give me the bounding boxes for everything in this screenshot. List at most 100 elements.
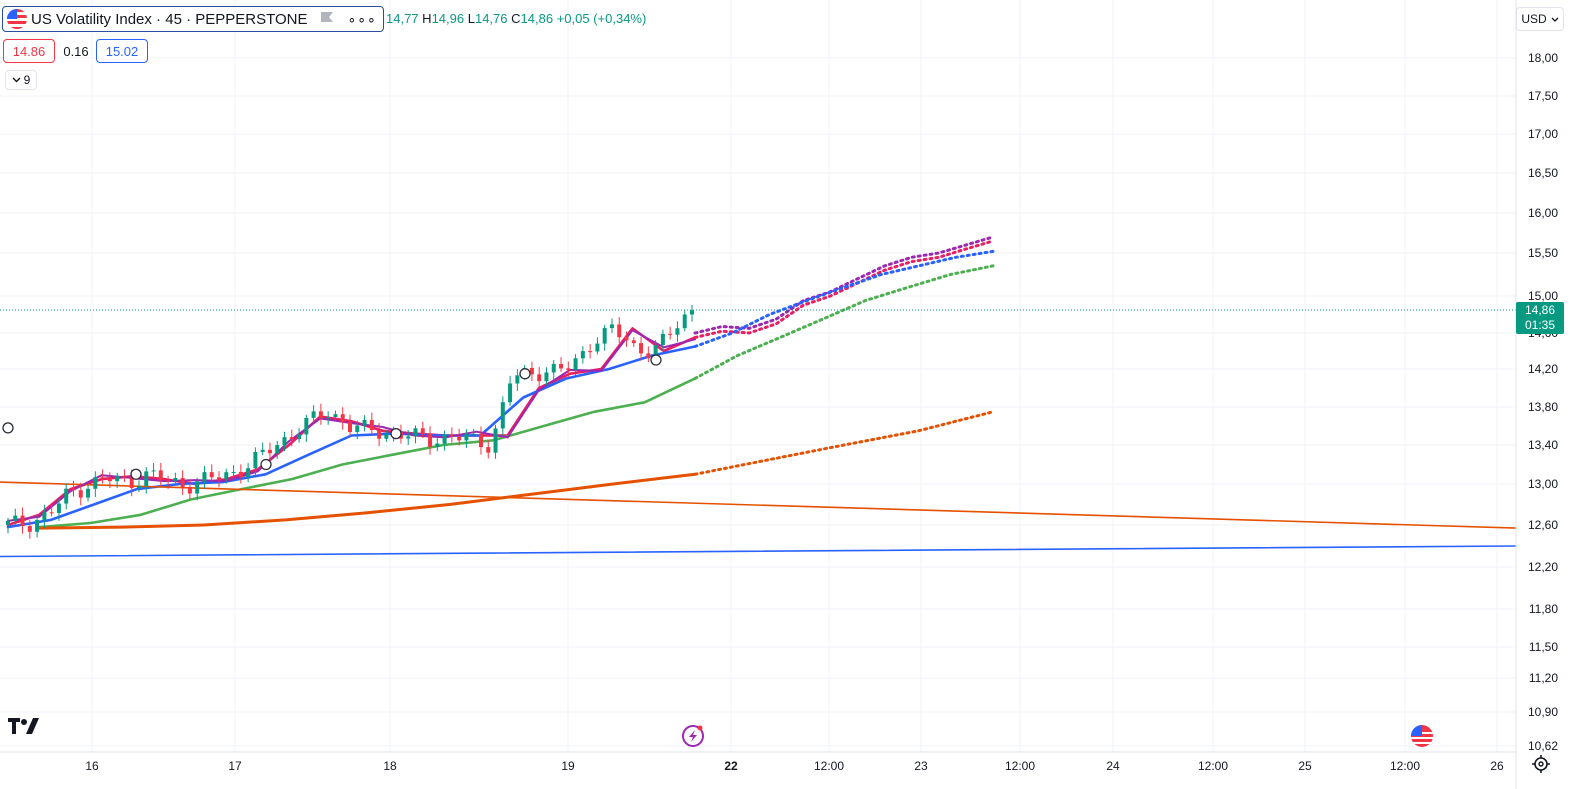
candle-body bbox=[217, 477, 222, 480]
last-price-label: 14,86 01:35 bbox=[1516, 302, 1564, 334]
high-value: 14,96 bbox=[431, 11, 465, 26]
candle-body bbox=[442, 434, 447, 444]
candle-body bbox=[646, 353, 651, 359]
candle-body bbox=[486, 447, 491, 453]
candle-body bbox=[166, 480, 171, 482]
currency-button[interactable]: USD bbox=[1516, 7, 1564, 31]
candle-body bbox=[27, 526, 32, 532]
y-tick-label: 12,60 bbox=[1528, 518, 1558, 532]
candle-body bbox=[187, 486, 192, 494]
y-tick-label: 17,00 bbox=[1528, 127, 1558, 141]
candle-body bbox=[435, 443, 440, 447]
x-tick-label: 18 bbox=[383, 759, 397, 773]
candle-body bbox=[668, 333, 673, 335]
projection-line-ema-fast-alt bbox=[693, 235, 995, 335]
settings-gear-icon[interactable] bbox=[1532, 755, 1550, 773]
candle-body bbox=[573, 358, 578, 371]
symbol-title[interactable]: US Volatility Index · 45 · PEPPERSTONE bbox=[31, 10, 308, 28]
candle-body bbox=[180, 477, 185, 487]
signal-marker bbox=[2, 422, 14, 434]
signal-marker bbox=[650, 354, 662, 366]
low-label: L bbox=[467, 11, 475, 26]
candle-body bbox=[64, 488, 69, 504]
candle-body bbox=[478, 433, 483, 448]
candle-body bbox=[93, 477, 98, 489]
time-axis: 16 17 18 19 22 12:00 23 12:00 24 12:00 25 12:00 26 bbox=[85, 759, 1504, 773]
candle-body bbox=[78, 490, 83, 498]
candle-body bbox=[304, 417, 309, 435]
candle-body bbox=[202, 472, 207, 482]
candle-body bbox=[56, 503, 61, 513]
series-line-ema_orange bbox=[38, 472, 697, 530]
indicators-toggle[interactable]: 9 bbox=[5, 70, 37, 90]
bell-icon[interactable] bbox=[320, 10, 334, 28]
projection-line-ema_blue bbox=[693, 249, 995, 348]
candle-body bbox=[209, 472, 214, 478]
candle-body bbox=[318, 411, 323, 419]
y-tick-label: 17,50 bbox=[1528, 89, 1558, 103]
candle-body bbox=[413, 428, 418, 437]
candle-body bbox=[369, 419, 374, 430]
candle-body bbox=[588, 351, 593, 353]
us-flag-icon bbox=[7, 9, 27, 29]
candle-body bbox=[428, 433, 433, 447]
candle-body bbox=[224, 472, 229, 480]
last-price-value: 14,86 bbox=[1524, 303, 1556, 317]
y-tick-label: 14,20 bbox=[1528, 362, 1558, 376]
lightning-event-icon[interactable] bbox=[682, 725, 704, 747]
candle-body bbox=[377, 429, 382, 439]
us-flag-event-icon[interactable] bbox=[1411, 725, 1433, 747]
low-value: 14,76 bbox=[474, 11, 508, 26]
series-line-ema_green bbox=[38, 377, 697, 529]
candle-body bbox=[537, 374, 542, 382]
candle-body bbox=[515, 375, 520, 384]
sell-price-button[interactable]: 14.86 bbox=[3, 39, 55, 63]
candle-body bbox=[115, 475, 120, 482]
y-tick-label: 10,90 bbox=[1528, 705, 1558, 719]
tradingview-logo-icon[interactable] bbox=[8, 718, 39, 734]
candle-body bbox=[595, 343, 600, 352]
candle-body bbox=[6, 520, 10, 525]
candle-body bbox=[457, 436, 462, 441]
candle-body bbox=[282, 437, 287, 446]
candle-body bbox=[406, 436, 411, 439]
candle-body bbox=[653, 344, 658, 359]
more-options-icon[interactable]: ∘∘∘ bbox=[347, 10, 377, 27]
candle-body bbox=[136, 485, 141, 489]
signal-marker bbox=[260, 458, 272, 471]
candle-body bbox=[690, 310, 694, 315]
x-tick-label: 19 bbox=[561, 759, 575, 773]
indicators-count: 9 bbox=[23, 73, 31, 87]
candle-body bbox=[464, 433, 469, 441]
candle-body bbox=[529, 367, 534, 375]
candle-body bbox=[100, 477, 105, 479]
candle-body bbox=[420, 428, 425, 434]
y-tick-label: 11,80 bbox=[1529, 602, 1558, 616]
candle-body bbox=[551, 363, 556, 373]
candle-body bbox=[260, 449, 265, 452]
chevron-down-icon bbox=[1551, 17, 1559, 22]
y-tick-label: 13,80 bbox=[1528, 400, 1558, 414]
candle-body bbox=[35, 519, 40, 532]
candle-body bbox=[580, 351, 585, 359]
candle-body bbox=[544, 372, 549, 382]
symbol-legend[interactable]: US Volatility Index · 45 · PEPPERSTONE ∘… bbox=[2, 6, 384, 32]
candle-body bbox=[129, 477, 134, 489]
candle-body bbox=[682, 314, 687, 329]
x-tick-label: 12:00 bbox=[1198, 759, 1228, 773]
buy-price-button[interactable]: 15.02 bbox=[96, 39, 148, 63]
candle-body bbox=[253, 451, 258, 469]
candle-body bbox=[13, 515, 18, 521]
candle-body bbox=[144, 471, 149, 486]
candle-body bbox=[500, 402, 505, 429]
candle-body bbox=[42, 512, 47, 520]
x-tick-label: 12:00 bbox=[814, 759, 844, 773]
x-tick-label: 12:00 bbox=[1390, 759, 1420, 773]
change-value: +0,05 (+0,34%) bbox=[556, 11, 647, 26]
candle-body bbox=[289, 437, 294, 440]
candle-body bbox=[333, 414, 338, 418]
x-tick-label: 16 bbox=[85, 759, 99, 773]
candle-body bbox=[508, 383, 513, 403]
y-tick-label: 13,40 bbox=[1528, 438, 1558, 452]
